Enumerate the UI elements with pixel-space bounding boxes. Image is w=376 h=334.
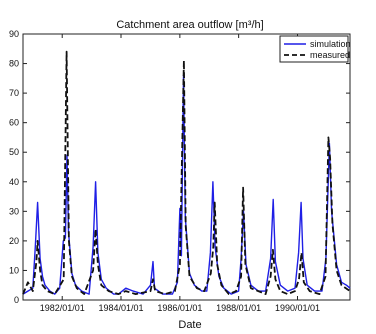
legend-label-measured: measured <box>310 50 350 60</box>
x-axis: 1982/01/01 1984/01/01 1986/01/01 1988/01/01… <box>40 34 320 313</box>
y-tick-label: 40 <box>9 177 19 187</box>
legend-box <box>279 35 349 63</box>
plot-area <box>22 33 351 301</box>
x-tick-label: 1990/01/01 <box>275 303 320 313</box>
y-tick-label: 30 <box>9 206 19 216</box>
legend-label-simulation: simulation <box>310 39 351 49</box>
y-tick-label: 10 <box>9 265 19 275</box>
x-tick-label: 1986/01/01 <box>157 303 202 313</box>
x-tick-label: 1984/01/01 <box>98 303 143 313</box>
x-tick-label: 1982/01/01 <box>40 303 85 313</box>
y-tick-label: 90 <box>9 29 19 39</box>
x-tick-label: 1988/01/01 <box>216 303 261 313</box>
y-tick-label: 70 <box>9 88 19 98</box>
series-layer <box>22 50 351 296</box>
y-tick-label: 60 <box>9 118 19 128</box>
y-tick-label: 50 <box>9 147 19 157</box>
chart-title: Catchment area outflow [m³/h] <box>116 19 263 31</box>
y-tick-label: 80 <box>9 59 19 69</box>
x-axis-label: Date <box>178 319 201 331</box>
series-line-measured <box>22 50 351 296</box>
y-tick-label: 0 <box>14 295 19 305</box>
y-axis: 0 10 20 30 40 50 60 70 80 90 <box>9 29 350 305</box>
y-tick-label: 20 <box>9 236 19 246</box>
